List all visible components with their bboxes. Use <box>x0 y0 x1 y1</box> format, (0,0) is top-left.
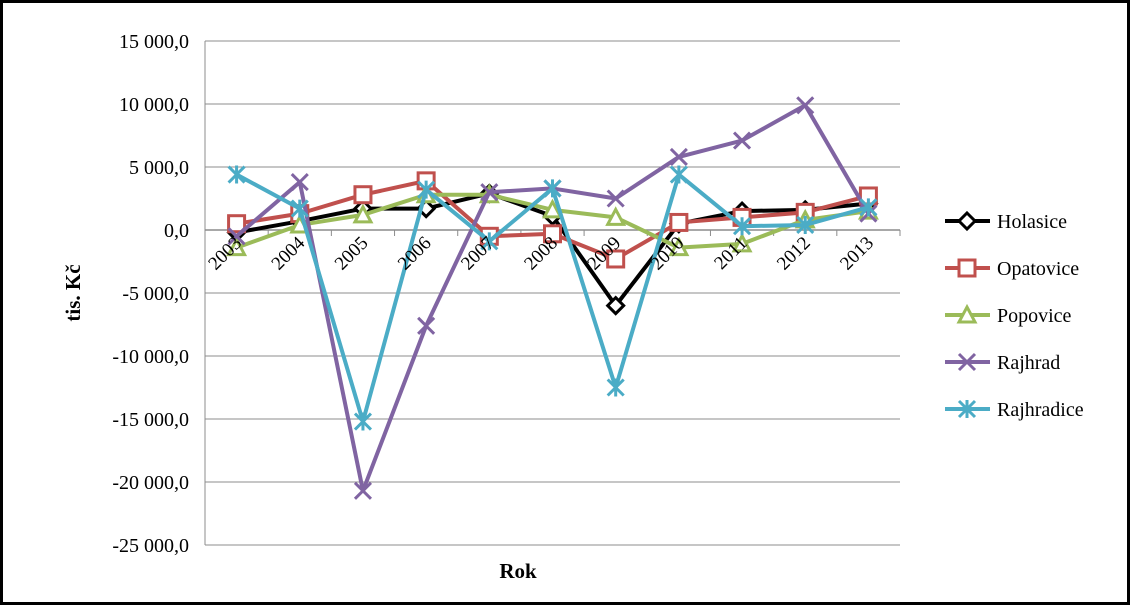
data-point <box>796 215 815 235</box>
x-axis-tick-labels: 2003 2004 2005 2006 2007 2008 2009 2010 2011 2012… <box>204 232 878 274</box>
data-point <box>352 203 374 224</box>
data-series <box>226 96 879 500</box>
legend-item-holasice: Holasice <box>945 210 1067 233</box>
data-point <box>543 179 562 198</box>
legend-marker <box>956 210 978 232</box>
data-point <box>606 249 626 269</box>
y-tick-label: -15 000,0 <box>112 409 189 431</box>
series-rajhradice <box>227 165 878 431</box>
data-point <box>290 199 309 218</box>
y-tick-label: 5 000,0 <box>129 157 189 179</box>
x-tick-label: 2011 <box>710 233 751 274</box>
data-point <box>731 232 753 253</box>
x-tick-label: 2006 <box>394 233 436 275</box>
data-point <box>543 224 562 244</box>
data-point <box>732 131 752 150</box>
x-tick-label: 2004 <box>268 232 310 274</box>
data-point <box>290 173 309 192</box>
y-axis-tick-labels: 15 000,0 10 000,0 5 000,0 0,0 -5 000,0 -10 00… <box>112 31 189 557</box>
data-point <box>353 412 373 431</box>
data-point <box>859 198 878 217</box>
x-tick-label: 2013 <box>836 233 878 275</box>
x-tick-label: 2012 <box>773 233 815 275</box>
data-point <box>417 180 436 199</box>
data-point <box>417 316 436 335</box>
legend-label: Holasice <box>997 211 1067 233</box>
data-point <box>605 295 626 316</box>
data-point <box>605 206 627 226</box>
data-point <box>732 217 752 236</box>
legend-label: Rajhrad <box>997 352 1060 374</box>
legend-label: Opatovice <box>997 258 1079 280</box>
data-point <box>606 378 625 397</box>
y-axis-title: tis. Kč <box>61 264 85 321</box>
legend-item-rajhrad: Rajhrad <box>945 352 1060 374</box>
data-point <box>227 214 247 234</box>
x-axis-title: Rok <box>499 559 537 583</box>
x-tick-label: 2005 <box>331 233 373 275</box>
data-point <box>669 165 688 184</box>
y-tick-label: 15 000,0 <box>119 31 189 53</box>
data-point <box>480 183 499 202</box>
data-point <box>796 96 815 115</box>
legend: Holasice Opatovice Popovice Rajhrad Rajhradi… <box>945 210 1084 421</box>
legend-marker <box>956 303 978 324</box>
y-tick-label: -5 000,0 <box>122 283 189 305</box>
data-point <box>226 236 248 257</box>
data-point <box>353 481 373 500</box>
data-point <box>227 165 246 184</box>
data-point <box>669 212 689 232</box>
y-tick-label: -10 000,0 <box>112 346 189 368</box>
data-point <box>606 189 625 208</box>
legend-marker <box>957 258 977 278</box>
data-point <box>668 236 690 257</box>
legend-item-popovice: Popovice <box>945 303 1072 327</box>
grid-lines <box>204 40 901 546</box>
y-tick-label: 0,0 <box>164 220 189 242</box>
data-point <box>542 198 563 219</box>
data-point <box>669 147 688 166</box>
data-point <box>227 227 246 246</box>
data-point <box>480 232 499 251</box>
legend-item-rajhradice: Rajhradice <box>945 399 1084 421</box>
y-tick-label: -20 000,0 <box>112 472 189 494</box>
legend-marker <box>957 352 977 372</box>
series-line <box>235 103 871 493</box>
legend-marker <box>957 399 977 419</box>
data-point <box>353 185 373 205</box>
legend-label: Rajhradice <box>997 399 1084 421</box>
legend-label: Popovice <box>997 305 1072 327</box>
legend-item-opatovice: Opatovice <box>945 258 1079 280</box>
y-tick-label: 10 000,0 <box>119 94 189 116</box>
y-tick-label: -25 000,0 <box>112 535 189 557</box>
